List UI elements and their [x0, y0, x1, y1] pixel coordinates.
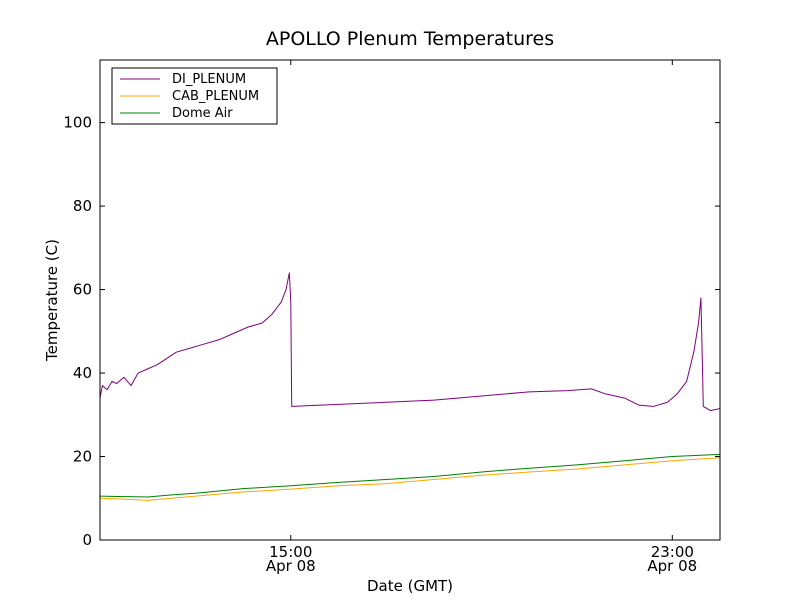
chart-title: APOLLO Plenum Temperatures — [266, 28, 554, 50]
y-tick-label: 0 — [82, 531, 92, 549]
y-tick-label: 20 — [73, 448, 92, 466]
legend-label: DI_PLENUM — [172, 72, 246, 87]
x-tick-label-date: Apr 08 — [266, 557, 316, 575]
legend-label: CAB_PLENUM — [172, 89, 259, 104]
x-axis-label: Date (GMT) — [367, 577, 453, 595]
series-line-di-plenum — [100, 272, 720, 412]
series-line-dome-air — [100, 453, 720, 498]
y-tick-label: 60 — [73, 281, 92, 299]
y-tick-label: 80 — [73, 197, 92, 215]
series-layer — [100, 272, 720, 501]
legend-label: Dome Air — [172, 106, 233, 121]
y-axis-label: Temperature (C) — [43, 239, 61, 362]
x-tick-label-date: Apr 08 — [647, 557, 697, 575]
plot-frame — [99, 59, 721, 541]
x-tick-label-time: 15:00 — [269, 543, 312, 561]
series-line-cab-plenum — [100, 457, 720, 501]
y-tick-label: 40 — [73, 364, 92, 382]
x-tick-label-time: 23:00 — [651, 543, 694, 561]
y-tick-label: 100 — [63, 114, 92, 132]
legend: DI_PLENUM CAB_PLENUM Dome Air — [111, 67, 278, 125]
